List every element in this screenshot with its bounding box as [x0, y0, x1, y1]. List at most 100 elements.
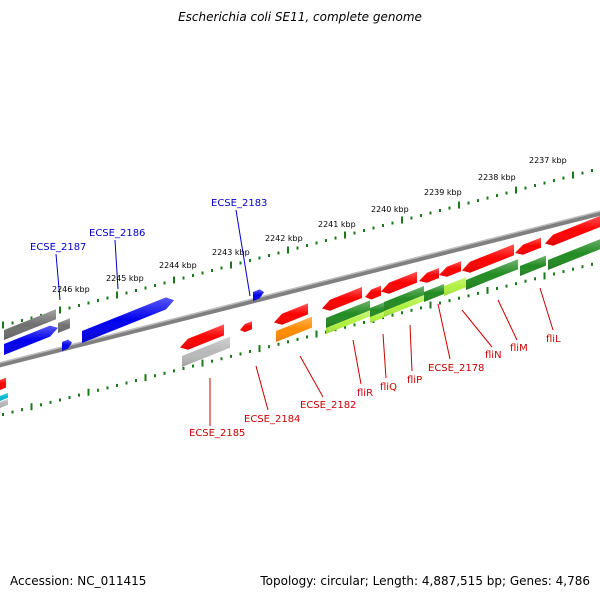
lime-gene-feature-shade — [326, 310, 370, 334]
outer-minor-tick — [467, 201, 470, 205]
green-gene-feature-shade — [548, 239, 600, 270]
backbone-highlight — [0, 210, 600, 364]
blue-gene-feature-shade — [62, 339, 72, 351]
inner-major-tick — [87, 388, 90, 396]
inner-scale-ticks — [2, 262, 593, 416]
outer-major-tick — [230, 261, 232, 269]
gene-label-above: ECSE_2183 — [211, 198, 267, 209]
outer-minor-tick — [315, 241, 318, 245]
outer-major-tick — [458, 201, 460, 209]
outer-minor-tick — [192, 274, 194, 278]
leader-line — [497, 299, 518, 341]
outer-minor-tick — [382, 224, 384, 228]
outer-minor-tick — [363, 229, 365, 233]
label-leader-lines — [55, 209, 554, 426]
inner-minor-tick — [562, 270, 565, 274]
outer-minor-tick — [296, 246, 299, 250]
outer-minor-tick — [135, 288, 137, 292]
inner-major-tick — [30, 403, 33, 411]
outer-minor-tick — [505, 191, 508, 195]
leader-line — [255, 365, 269, 411]
inner-minor-tick — [230, 354, 232, 358]
inner-major-tick — [144, 374, 147, 382]
outer-minor-tick — [68, 306, 71, 310]
outer-minor-tick — [420, 214, 422, 218]
leader-line — [437, 303, 451, 360]
outer-minor-tick — [439, 209, 441, 213]
inner-minor-tick — [581, 265, 584, 269]
inner-minor-tick — [249, 350, 251, 354]
outer-major-tick — [401, 216, 403, 224]
leader-line — [299, 355, 324, 398]
gray-gene-feature-shade — [182, 336, 230, 367]
inner-minor-tick — [192, 364, 194, 368]
outer-minor-tick — [201, 271, 204, 275]
inner-minor-tick — [591, 262, 593, 266]
outer-minor-tick — [534, 184, 536, 188]
outer-minor-tick — [182, 276, 185, 280]
inner-minor-tick — [49, 400, 52, 404]
outer-minor-tick — [249, 259, 251, 263]
map-title: Escherichia coli SE11, complete genome — [178, 10, 422, 24]
outer-scale-ticks — [2, 169, 593, 329]
inner-minor-tick — [467, 294, 470, 298]
inner-minor-tick — [21, 408, 23, 412]
gene-label-above: ECSE_2187 — [30, 242, 86, 253]
red-gene-feature-shade — [240, 321, 252, 333]
inner-minor-tick — [97, 388, 99, 392]
outer-minor-tick — [391, 221, 394, 225]
inner-minor-tick — [306, 335, 308, 339]
outer-minor-tick — [11, 321, 14, 325]
scale-label: 2237 kbp — [529, 156, 567, 165]
inner-minor-tick — [239, 352, 242, 356]
outer-major-tick — [2, 321, 4, 329]
outer-minor-tick — [581, 171, 584, 175]
scale-label: 2243 kbp — [212, 248, 250, 257]
inner-minor-tick — [572, 267, 574, 271]
gene-label-below: fliP — [407, 375, 422, 386]
outer-minor-tick — [353, 231, 356, 235]
inner-minor-tick — [135, 379, 137, 383]
outer-minor-tick — [429, 211, 432, 215]
inner-minor-tick — [401, 311, 403, 315]
inner-major-tick — [543, 272, 546, 280]
outer-major-tick — [287, 246, 289, 254]
scale-label: 2245 kbp — [106, 274, 144, 283]
inner-minor-tick — [277, 342, 280, 346]
leader-line — [539, 287, 554, 331]
outer-major-tick — [344, 231, 346, 239]
outer-minor-tick — [448, 206, 451, 210]
red-gene-feature-shade — [274, 303, 308, 325]
red-gene-feature-shade — [0, 377, 6, 390]
gene-label-below: fliM — [510, 343, 528, 354]
scale-label: 2246 kbp — [52, 285, 90, 294]
outer-minor-tick — [496, 194, 498, 198]
gray-gene-feature-shade — [58, 318, 70, 333]
outer-minor-tick — [258, 256, 261, 260]
gene-label-below: fliQ — [380, 382, 397, 393]
orange-gene-feature-shade — [276, 316, 312, 342]
outer-minor-tick — [306, 244, 308, 248]
outer-minor-tick — [553, 179, 555, 183]
scale-label: 2244 kbp — [159, 261, 197, 270]
inner-minor-tick — [268, 345, 270, 349]
inner-minor-tick — [458, 296, 460, 300]
inner-minor-tick — [2, 412, 4, 416]
gene-label-below: ECSE_2178 — [428, 363, 484, 374]
map-labels: 2246 kbp 2245 kbp 2244 kbp 2243 kbp 2242 kbp… — [30, 156, 567, 439]
gene-label-above: ECSE_2186 — [89, 228, 145, 239]
inner-minor-tick — [220, 357, 223, 361]
outer-minor-tick — [87, 301, 90, 305]
inner-minor-tick — [344, 325, 346, 329]
lime-gene-feature-shade — [370, 311, 384, 323]
green-gene-feature-shade — [370, 302, 384, 318]
inner-minor-tick — [154, 374, 156, 378]
red-gene-feature-shade — [462, 244, 514, 273]
inner-major-tick — [486, 286, 489, 294]
blue-gene-feature-shade — [4, 325, 58, 355]
inner-minor-tick — [477, 291, 479, 295]
inner-minor-tick — [391, 313, 394, 317]
inner-minor-tick — [106, 386, 109, 390]
red-gene-feature-shade — [365, 285, 381, 300]
outer-minor-tick — [486, 196, 489, 200]
